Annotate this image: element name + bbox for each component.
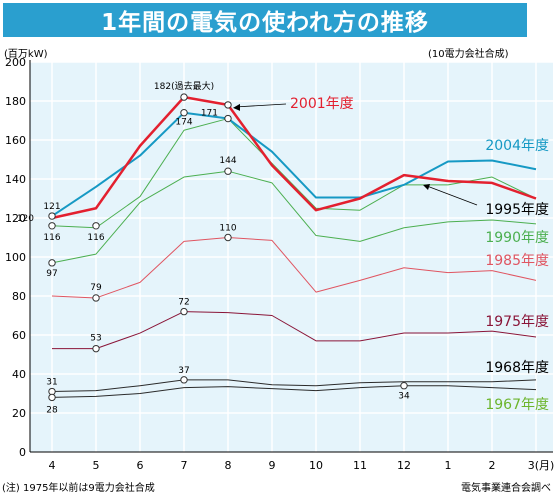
x-tick-label: 10: [309, 459, 323, 472]
y-tick-label: 20: [12, 407, 26, 420]
x-tick-label: 8: [225, 459, 232, 472]
data-point-marker: [92, 344, 100, 353]
data-label: 171: [201, 109, 218, 119]
pointer-line: [236, 103, 287, 108]
data-label: 144: [219, 156, 236, 166]
series-line: [52, 311, 537, 350]
data-point-marker: [48, 259, 56, 267]
data-point-marker: [92, 294, 100, 302]
data-label: 182(過去最大): [154, 80, 214, 92]
series-line: [51, 237, 537, 299]
data-point-marker: [180, 307, 188, 316]
footnote: (注) 1975年以前は9電力会社合成: [2, 483, 155, 493]
data-label: 121: [43, 202, 60, 212]
x-tick-label: 12: [397, 459, 411, 472]
data-point-marker: [48, 222, 56, 230]
data-label: 116: [43, 233, 60, 243]
series-line: [51, 95, 537, 220]
chart-title: 1年間の電気の使われ方の推移: [101, 10, 429, 36]
data-point-marker: [48, 393, 56, 402]
data-label: 174: [175, 118, 192, 128]
data-label: 72: [178, 298, 189, 308]
title-banner: 1年間の電気の使われ方の推移: [3, 3, 527, 37]
y-tick-label: 140: [5, 173, 26, 186]
data-point-marker: [180, 93, 188, 101]
pointer-arrowhead: [233, 103, 240, 111]
y-tick-label: 80: [12, 290, 26, 303]
series-label: 1968年度: [485, 360, 549, 376]
pointer-arrowhead: [423, 184, 430, 190]
x-tick-label: 11: [353, 459, 367, 472]
x-tick-label: 1: [445, 459, 452, 472]
series-label: 1985年度: [485, 253, 549, 269]
y-tick-label: 180: [5, 95, 26, 108]
data-label: 28: [46, 405, 58, 415]
data-point-marker: [224, 167, 232, 175]
series-label: 2004年度: [485, 138, 549, 154]
series-label: 1990年度: [485, 230, 549, 246]
series-label: 2001年度: [290, 96, 354, 112]
data-label: 116: [87, 233, 104, 243]
credit-note: 電気事業連合会調べ: [461, 483, 551, 493]
x-tick-label: 4: [49, 459, 56, 472]
y-tick-label: 200: [5, 56, 26, 69]
y-tick-label: 0: [19, 446, 26, 459]
data-point-marker: [48, 212, 56, 220]
x-tick-label: 5: [93, 459, 100, 472]
x-tick-label: 7: [181, 459, 188, 472]
y-tick-label: 40: [12, 368, 26, 381]
data-point-marker: [400, 382, 408, 390]
series-label: 1995年度: [485, 202, 549, 218]
data-label: 97: [46, 269, 57, 279]
y-tick-label: 120: [5, 212, 26, 225]
series-label: 1975年度: [485, 314, 549, 330]
y-unit-label: (百万kW): [4, 49, 48, 60]
data-label: 79: [90, 283, 102, 293]
series-line: [51, 170, 537, 264]
pointer-line: [426, 185, 478, 206]
y-tick-label: 100: [5, 251, 26, 264]
data-label: 110: [219, 224, 236, 234]
series-line: [51, 118, 537, 229]
data-point-marker: [224, 233, 232, 242]
y-tick-label: 60: [12, 329, 26, 342]
series-line: [51, 379, 537, 393]
series-label: 1967年度: [485, 397, 549, 413]
series-line: [51, 111, 537, 217]
x-tick-label: 6: [137, 459, 144, 472]
data-point-marker: [224, 101, 232, 109]
source-note: (10電力会社合成): [428, 49, 509, 60]
data-label: 37: [178, 366, 189, 376]
data-label: 53: [90, 334, 101, 344]
data-point-marker: [180, 109, 188, 117]
x-tick-label: 3(月): [528, 459, 555, 472]
data-label: 34: [398, 392, 410, 402]
data-point-marker: [92, 222, 100, 230]
data-label: 31: [46, 378, 57, 388]
x-tick-label: 9: [269, 459, 276, 472]
data-label: 120: [17, 214, 34, 224]
data-point-marker: [180, 376, 188, 384]
series-line: [51, 385, 537, 398]
x-tick-label: 2: [489, 459, 496, 472]
y-tick-label: 160: [5, 134, 26, 147]
data-point-marker: [224, 114, 232, 123]
